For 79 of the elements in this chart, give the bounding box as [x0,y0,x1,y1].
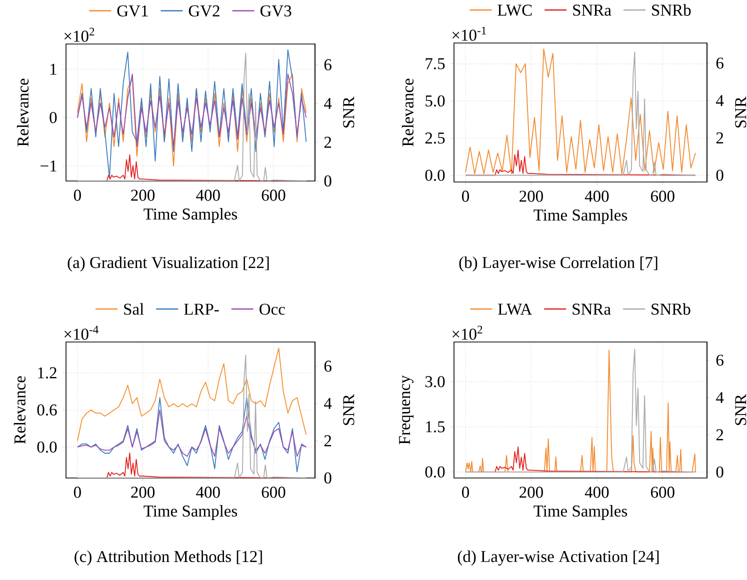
x-tick-label: 600 [262,190,286,201]
x-tick-label: 0 [74,190,81,201]
y2-tick-label: 2 [324,435,332,446]
y-axis-title: Relevance [14,376,26,444]
x-axis-title: Time Samples [144,505,238,520]
y2-tick-label: 4 [716,392,724,403]
x-tick-label: 400 [584,190,609,202]
y-tick-label: 1.5 [426,421,445,432]
y-tick-label: 0.6 [37,404,57,416]
legend-label: LRP- [184,304,219,315]
text: ×10$^{-4}$ [64,326,98,340]
x-axis-title: Time Samples [534,505,628,520]
x-axis-title: Time Samples [144,208,238,223]
y2-axis-title: SNR [343,394,354,425]
x-tick-label: 200 [520,486,543,498]
y-axis-title: Relevance [402,78,414,146]
y2-axis-title: SNR [735,96,746,128]
x-tick-label: 200 [131,486,155,498]
y2-tick-label: 6 [716,354,724,366]
legend-label: SNRb [652,303,690,315]
y2-tick-label: 2 [716,132,724,144]
legend-label: LWA [498,304,532,315]
y-axis-title: Frequency [399,375,414,444]
y2-axis-title: SNR [343,96,354,128]
y-tick-label: −1 [40,160,56,172]
y-tick-label: 1.2 [38,367,56,378]
x-tick-label: 400 [196,190,220,201]
text: (d) Layer-wise Activation [24] [458,550,659,566]
y2-tick-label: 2 [324,136,332,148]
text: (b) Layer-wise Correlation [7] [459,256,658,272]
line-series [76,74,307,148]
text: (c) Attribution Methods [12] [74,550,262,566]
y-tick-label: 5.0 [426,95,445,107]
y2-tick-label: 0 [324,175,332,187]
legend-label: SNRa [573,4,612,16]
y2-tick-label: 6 [324,59,332,70]
y2-tick-label: 0 [324,472,332,484]
y-axis-title: Relevance [16,78,29,146]
x-tick-label: 0 [74,486,81,498]
y2-tick-label: 0 [716,170,724,181]
text: ×10$^{2}$ [452,326,482,340]
y-tick-label: 0.0 [425,466,445,478]
y2-tick-label: 4 [716,95,724,106]
text: ×10$^{2}$ [64,28,94,42]
legend-label: GV3 [260,5,292,17]
legend-label: LWC [498,4,532,16]
legend-label: Sal [124,303,144,315]
y-tick-label: 7.5 [426,58,445,70]
x-tick-label: 0 [462,190,469,202]
legend-label: SNRb [652,4,691,16]
y-tick-label: 0 [50,112,57,124]
y-tick-label: 1 [50,64,56,75]
text: ×10$^{-1}$ [452,26,486,41]
line-series [76,397,307,472]
y2-tick-label: 6 [324,360,332,372]
y-tick-label: 3.0 [425,376,445,388]
y-tick-label: 0.0 [37,441,57,453]
y2-tick-label: 0 [716,466,724,478]
y2-tick-label: 4 [324,98,332,109]
x-axis-title: Time Samples [534,209,628,224]
y2-axis-title: SNR [735,394,746,425]
y2-tick-label: 6 [716,58,724,69]
legend-label: SNRa [572,304,611,315]
text: (a) Gradient Visualization [22] [68,256,269,272]
x-tick-label: 400 [196,486,220,498]
x-tick-label: 600 [650,190,674,202]
legend-label: Occ [260,304,285,315]
y-tick-label: 2.5 [425,132,445,144]
legend-label: GV2 [188,5,220,17]
x-tick-label: 600 [262,486,286,498]
x-tick-label: 600 [650,486,674,498]
x-tick-label: 200 [131,190,155,201]
y-tick-label: 0.0 [425,170,445,181]
y2-tick-label: 2 [716,429,724,440]
x-tick-label: 0 [462,486,469,498]
y2-tick-label: 4 [324,398,332,409]
x-tick-label: 400 [584,486,609,498]
x-tick-label: 200 [520,190,543,202]
legend-label: GV1 [117,5,148,17]
